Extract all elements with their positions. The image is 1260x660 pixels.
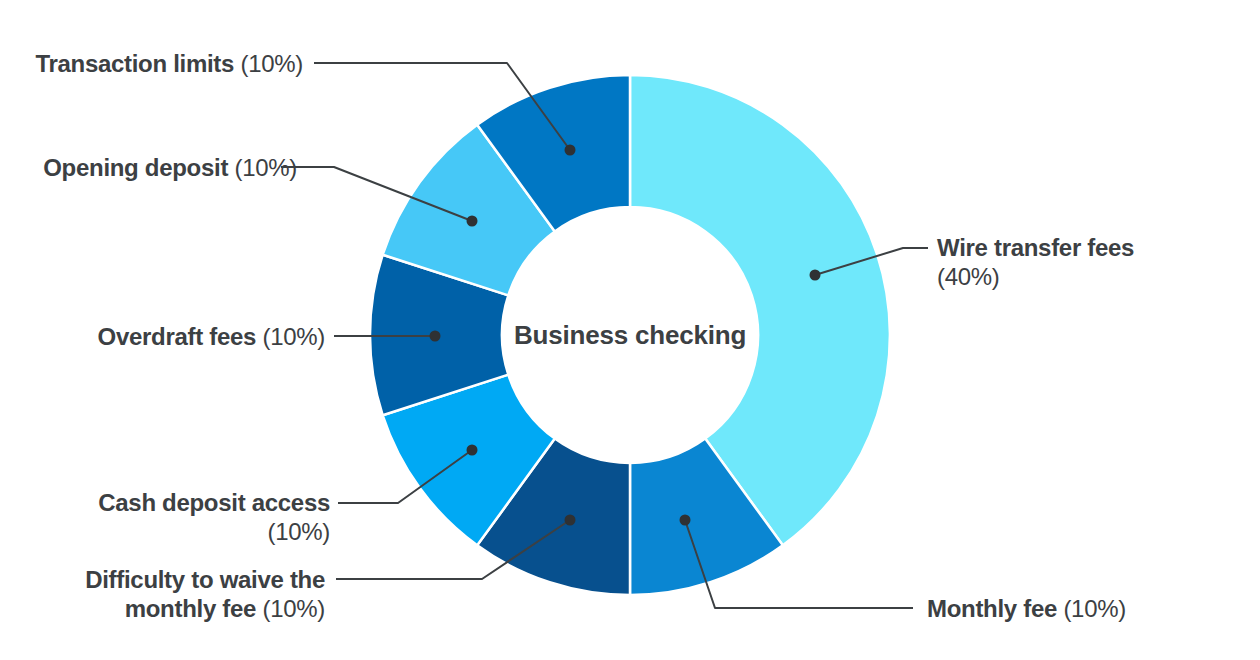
leader-dot xyxy=(565,515,576,526)
label-overdraft-fees-text: Overdraft fees xyxy=(98,323,257,350)
label-wire-transfer-fees: Wire transfer fees (40%) xyxy=(937,233,1134,291)
leader-dot xyxy=(467,445,478,456)
label-cash-deposit-access-text: Cash deposit access xyxy=(98,489,330,516)
label-transaction-limits-pct: (10%) xyxy=(240,50,303,77)
label-wire-transfer-fees-pct: (40%) xyxy=(937,263,1000,290)
leader-dot xyxy=(680,515,691,526)
label-opening-deposit-text: Opening deposit xyxy=(43,154,228,181)
label-cash-deposit-access-pct: (10%) xyxy=(267,518,330,545)
label-difficulty-line2: monthly fee xyxy=(125,595,256,622)
label-difficulty-to-waive-monthly-fee: Difficulty to waive the monthly fee (10%… xyxy=(85,565,325,623)
label-overdraft-fees-pct: (10%) xyxy=(262,323,325,350)
label-difficulty-line1: Difficulty to waive the xyxy=(85,566,325,593)
leader-dot xyxy=(430,331,441,342)
label-difficulty-pct: (10%) xyxy=(262,595,325,622)
donut-chart: Business checking Wire transfer fees (40… xyxy=(0,0,1260,660)
label-monthly-fee-pct: (10%) xyxy=(1063,595,1126,622)
leader-dot xyxy=(810,270,821,281)
label-monthly-fee-text: Monthly fee xyxy=(927,595,1057,622)
label-cash-deposit-access: Cash deposit access (10%) xyxy=(98,488,330,546)
label-opening-deposit: Opening deposit (10%) xyxy=(43,153,297,182)
label-transaction-limits-text: Transaction limits xyxy=(35,50,234,77)
leader-dot xyxy=(467,216,478,227)
leader-dot xyxy=(565,145,576,156)
chart-center-label: Business checking xyxy=(514,320,746,351)
label-opening-deposit-pct: (10%) xyxy=(234,154,297,181)
label-overdraft-fees: Overdraft fees (10%) xyxy=(98,322,325,351)
label-wire-transfer-fees-text: Wire transfer fees xyxy=(937,234,1134,261)
label-monthly-fee: Monthly fee (10%) xyxy=(927,594,1126,623)
label-transaction-limits: Transaction limits (10%) xyxy=(35,49,303,78)
